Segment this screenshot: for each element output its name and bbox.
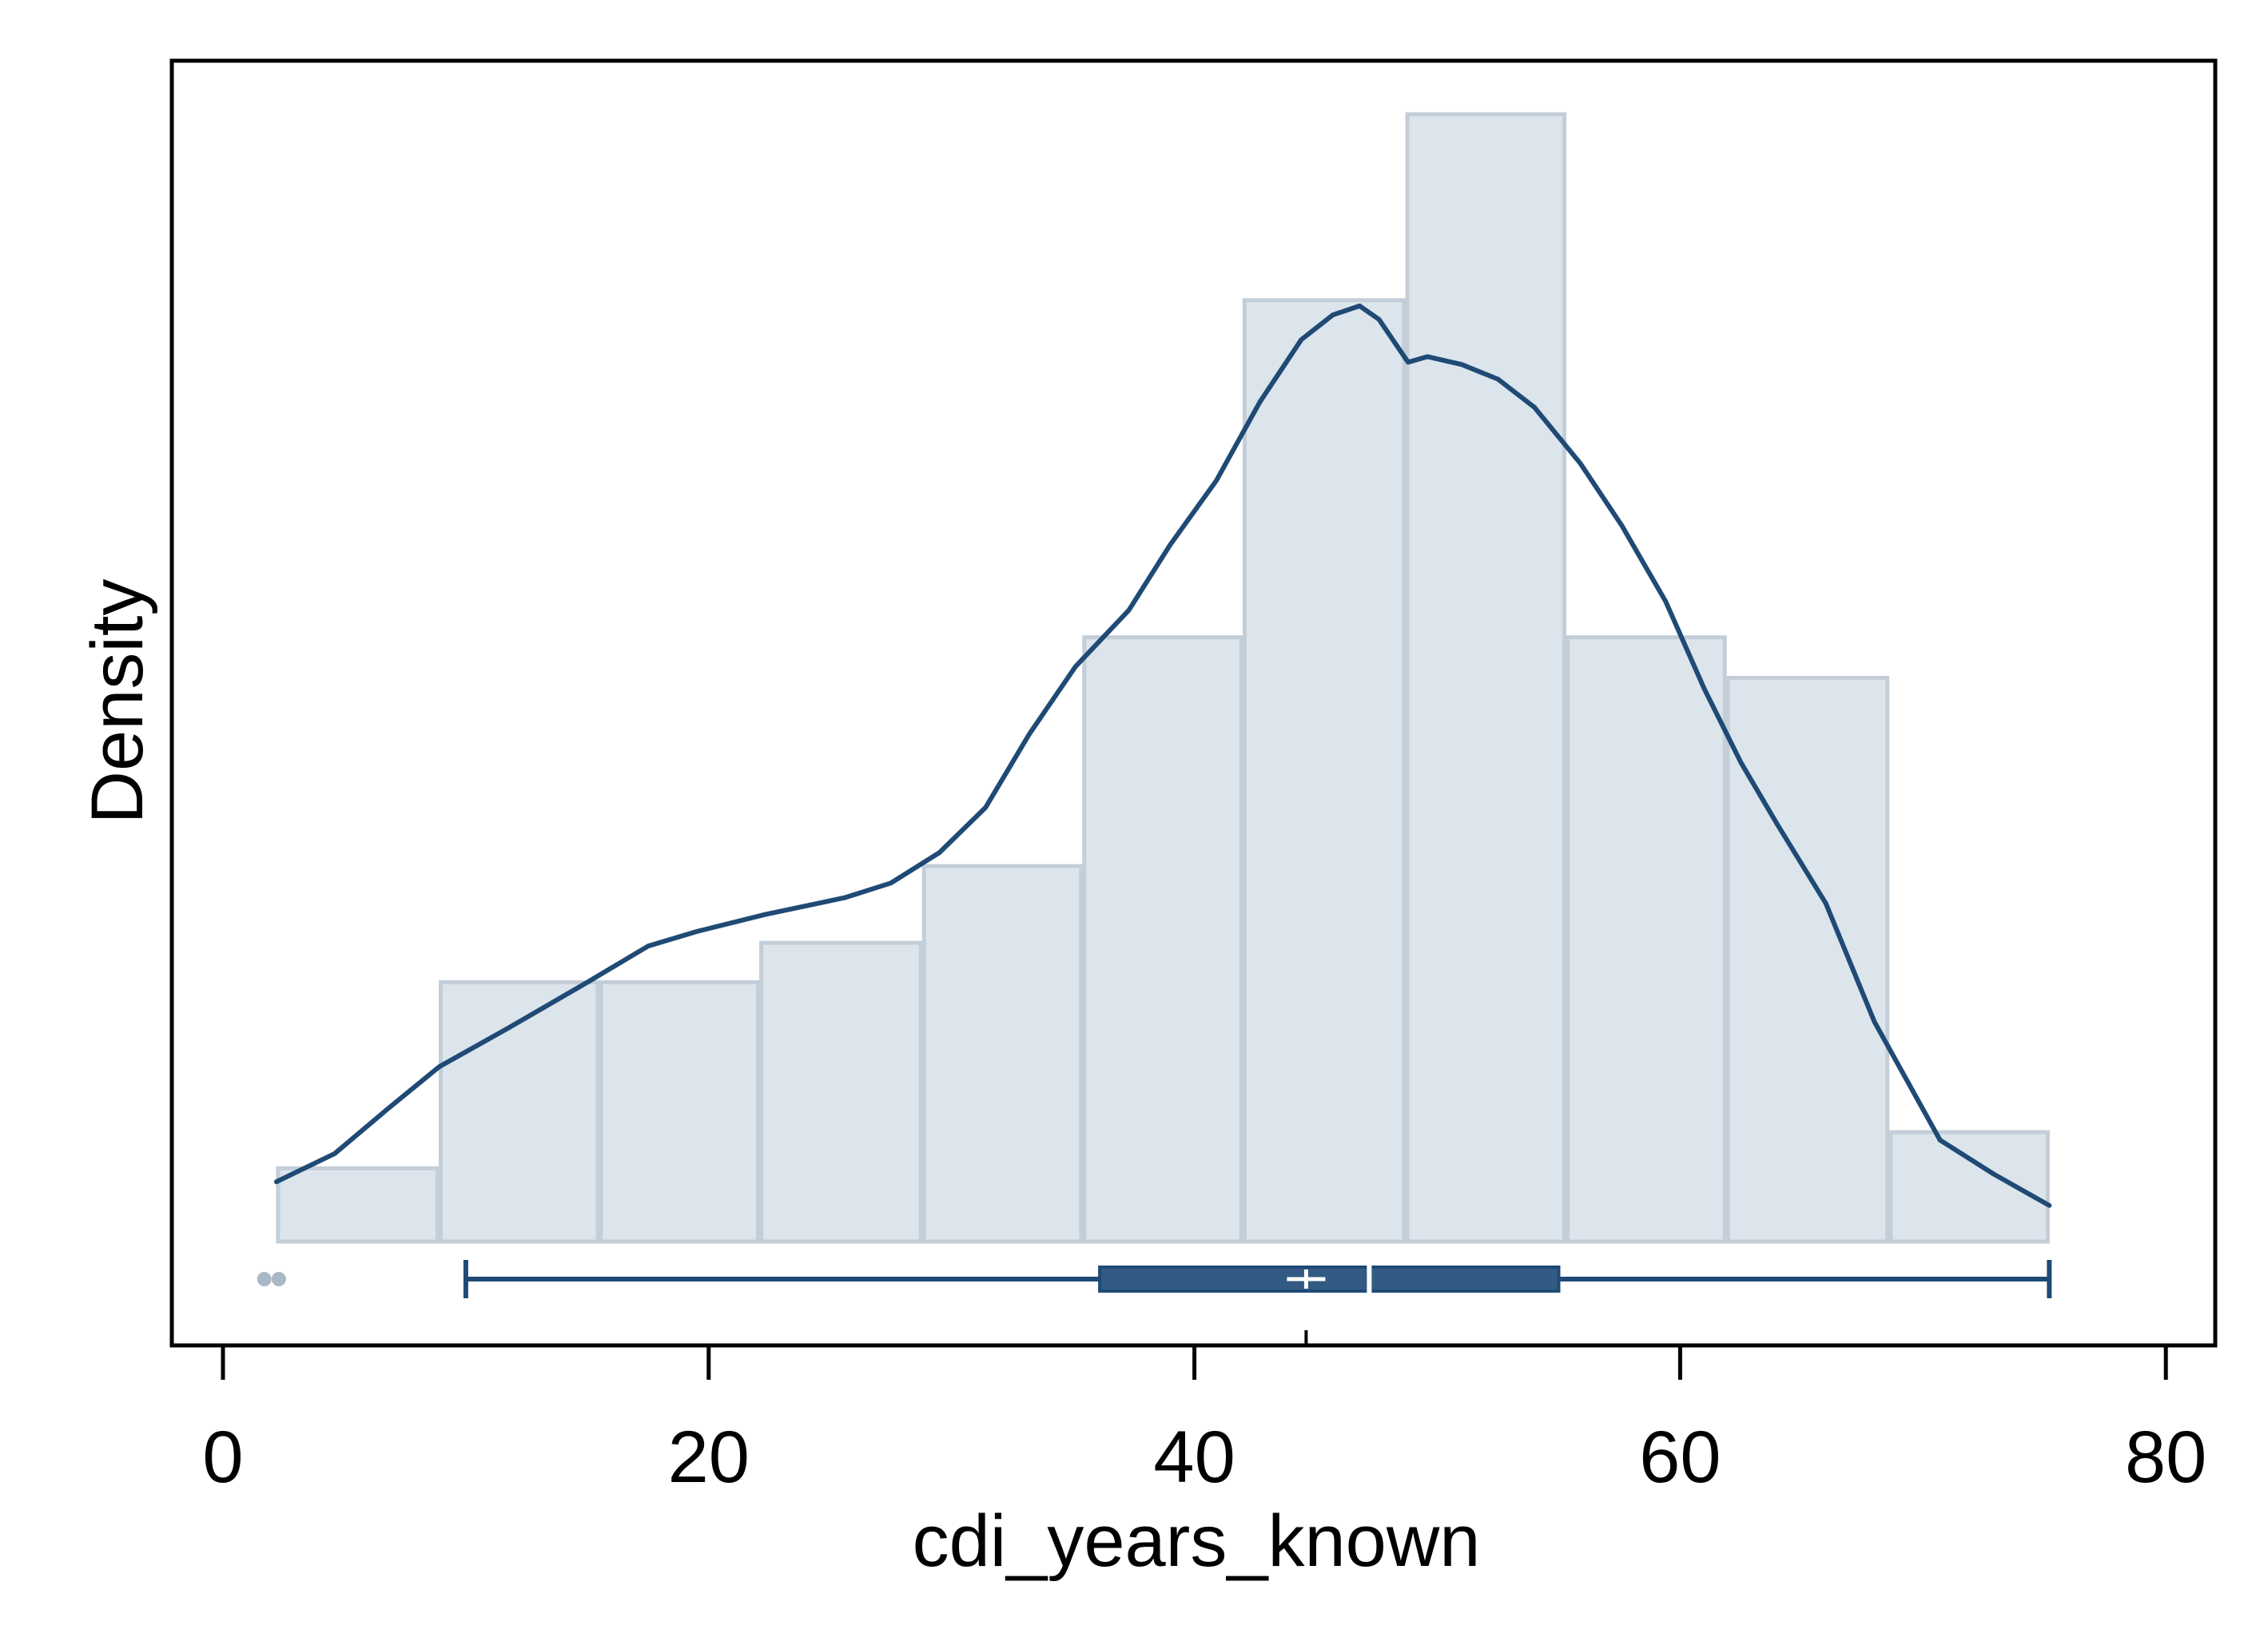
- histogram-bar: [759, 940, 923, 1244]
- histogram-bar: [1242, 298, 1407, 1244]
- boxplot-group: [257, 1260, 2052, 1345]
- histogram-bar: [276, 1166, 440, 1244]
- histogram-bar: [1082, 635, 1243, 1244]
- x-axis-title: cdi_years_known: [913, 1500, 1481, 1582]
- x-axis: 0 20 40 60 80: [202, 1347, 2206, 1498]
- histogram-bar: [1888, 1130, 2050, 1244]
- outlier-point: [257, 1272, 272, 1286]
- histogram-bar: [1566, 635, 1727, 1244]
- box-iqr: [1098, 1266, 1561, 1293]
- density-curve-group: [273, 303, 2052, 1208]
- histogram-bar: [1405, 112, 1567, 1244]
- histogram-bar: [1725, 676, 1890, 1244]
- histogram-bars: [276, 112, 2050, 1244]
- x-tick-label: 40: [1153, 1417, 1235, 1498]
- x-tick-label: 60: [1639, 1417, 1721, 1498]
- outlier-point: [271, 1272, 286, 1286]
- x-tick-label: 80: [2125, 1417, 2206, 1498]
- histogram-bar: [921, 864, 1084, 1244]
- plot-frame: [169, 58, 2218, 1348]
- histogram-bar: [439, 980, 600, 1244]
- histogram-bar: [599, 980, 761, 1244]
- x-tick-label: 0: [202, 1417, 243, 1498]
- density-curve: [273, 303, 2052, 1208]
- y-axis-title: Density: [77, 579, 158, 824]
- x-tick-label: 20: [668, 1417, 750, 1498]
